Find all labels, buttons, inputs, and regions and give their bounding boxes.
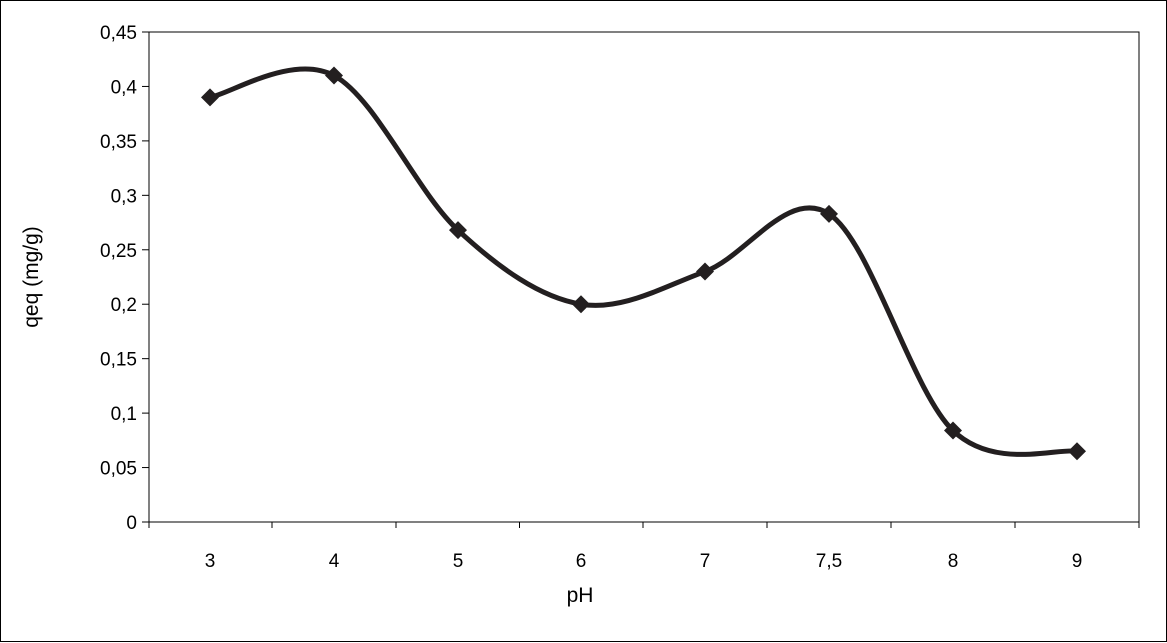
y-tick-label: 0,15 — [100, 350, 137, 371]
y-tick-label: 0,25 — [100, 241, 137, 262]
y-tick-label: 0,3 — [111, 186, 137, 207]
y-tick-label: 0,35 — [100, 132, 137, 153]
data-point-marker — [325, 66, 343, 85]
x-tick-label: 6 — [576, 551, 587, 572]
x-tick-label: 7 — [700, 551, 711, 572]
data-point-marker — [201, 88, 219, 107]
y-tick-label: 0,4 — [111, 77, 138, 98]
y-tick-label: 0,1 — [111, 404, 137, 425]
x-tick-label: 3 — [205, 551, 216, 572]
x-tick-label: 8 — [948, 551, 959, 572]
plot-area — [148, 31, 1140, 523]
x-tick-label: 5 — [453, 551, 464, 572]
data-point-marker — [572, 295, 590, 314]
x-tick-label: 9 — [1072, 551, 1083, 572]
x-tick-label: 7,5 — [816, 551, 842, 572]
data-point-marker — [449, 221, 467, 240]
y-tick-label: 0 — [126, 513, 137, 534]
series-line — [207, 66, 1080, 457]
y-tick-label: 0,05 — [100, 459, 137, 480]
data-point-marker — [696, 262, 714, 281]
x-axis-title: pH — [567, 584, 594, 607]
x-tick-label: 4 — [329, 551, 340, 572]
y-tick-label: 0,2 — [111, 295, 137, 316]
data-point-marker — [944, 421, 962, 440]
data-point-marker — [1068, 442, 1086, 461]
y-axis-title: qeq (mg/g) — [20, 226, 43, 328]
data-point-marker — [820, 204, 838, 223]
y-tick-label: 0,45 — [100, 23, 137, 44]
